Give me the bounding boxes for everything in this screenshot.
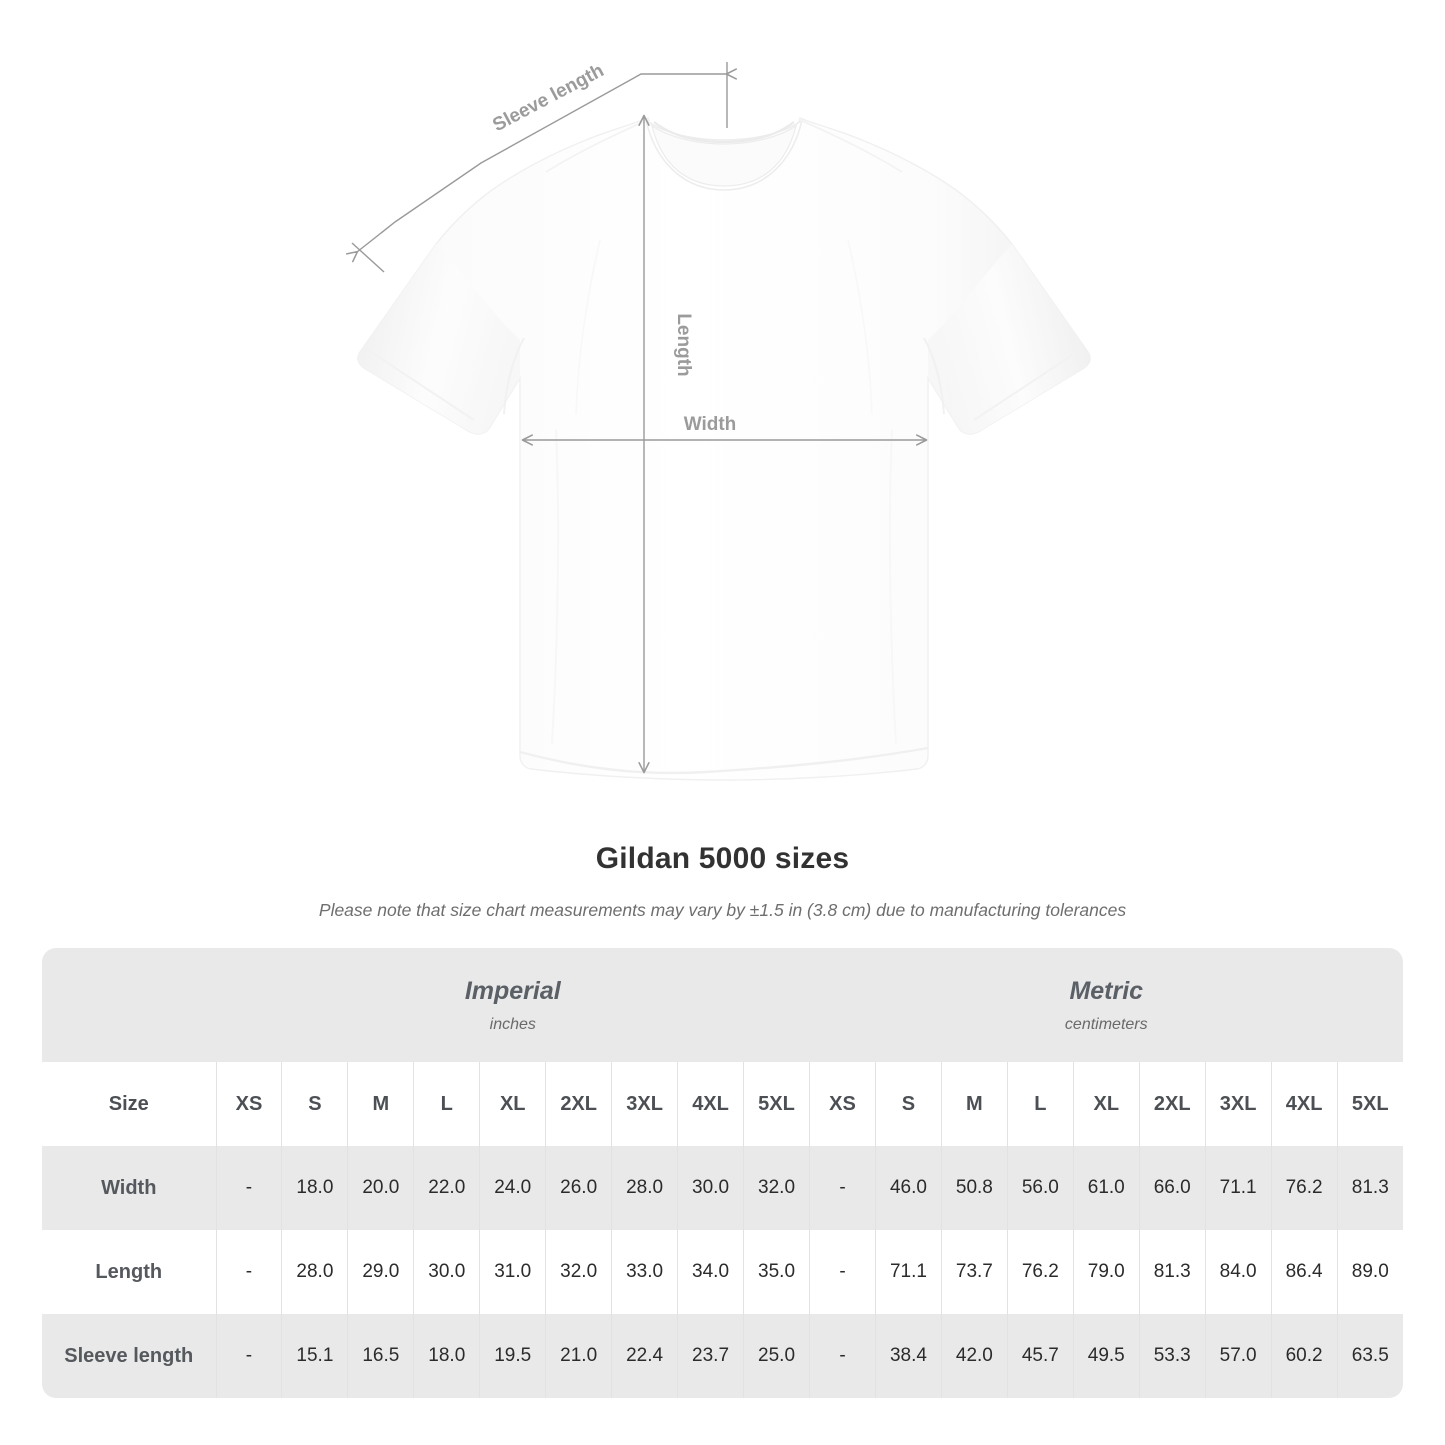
cell-length-imperial-l: 30.0: [413, 1230, 480, 1314]
cell-width-metric-xl: 61.0: [1072, 1146, 1140, 1230]
cell-length-metric-xs: -: [809, 1230, 876, 1314]
unit-subtitle: inches: [489, 1015, 536, 1033]
row-label-sleeve-length: Sleeve length: [42, 1314, 216, 1398]
table-row: Sleeve length -15.1 16.5 18.0 19.5 21.0 22.4 23…: [42, 1314, 1403, 1398]
size-header-metric-xl: XL: [1072, 1062, 1140, 1146]
cell-length-metric-4xl: 86.4: [1270, 1230, 1338, 1314]
table-row: Width -18.0 20.0 22.0 24.0 26.0 28.0 30.0 32.0-4…: [42, 1146, 1403, 1230]
length-label: Length: [673, 313, 694, 376]
page-title: Gildan 5000 sizes: [595, 842, 850, 875]
tshirt-illustration: Sleeve length Length Width: [345, 60, 1091, 781]
size-header-metric-5xl: 5XL: [1336, 1062, 1403, 1146]
cell-width-metric-3xl: 71.1: [1204, 1146, 1272, 1230]
size-header-metric-l: L: [1006, 1062, 1074, 1146]
cell-length-metric-xl: 79.0: [1072, 1230, 1140, 1314]
width-label: Width: [684, 414, 737, 435]
unit-row-spacer: [42, 948, 216, 1062]
cell-length-imperial-s: 28.0: [281, 1230, 348, 1314]
size-header-metric-4xl: 4XL: [1270, 1062, 1338, 1146]
cell-length-metric-l: 76.2: [1006, 1230, 1074, 1314]
cell-sleeve-length-imperial-l: 18.0: [413, 1314, 480, 1398]
size-header-metric-3xl: 3XL: [1204, 1062, 1272, 1146]
cell-sleeve-length-imperial-3xl: 22.4: [611, 1314, 678, 1398]
table-corner-label: Size: [42, 1062, 216, 1146]
unit-header-row: Imperial inches Metric centimeters: [42, 948, 1403, 1062]
cell-sleeve-length-imperial-s: 15.1: [281, 1314, 348, 1398]
cell-width-imperial-3xl: 28.0: [611, 1146, 678, 1230]
size-header-metric-m: M: [940, 1062, 1008, 1146]
cell-width-imperial-xl: 24.0: [479, 1146, 546, 1230]
cell-length-metric-s: 71.1: [874, 1230, 942, 1314]
row-label-length: Length: [42, 1230, 216, 1314]
unit-name: Metric: [1069, 976, 1144, 1005]
size-header-metric-s: S: [874, 1062, 942, 1146]
cell-sleeve-length-imperial-2xl: 21.0: [545, 1314, 612, 1398]
tolerance-note: Please note that size chart measurements…: [318, 900, 1127, 920]
cell-sleeve-length-imperial-xs: -: [215, 1314, 282, 1398]
tshirt-shape: [357, 116, 1091, 781]
cell-sleeve-length-imperial-5xl: 25.0: [742, 1314, 810, 1398]
cell-width-imperial-4xl: 30.0: [677, 1146, 744, 1230]
cell-length-imperial-4xl: 34.0: [677, 1230, 744, 1314]
cell-sleeve-length-metric-l: 45.7: [1006, 1314, 1074, 1398]
unit-name: Imperial: [464, 976, 561, 1005]
cell-width-imperial-s: 18.0: [281, 1146, 348, 1230]
size-header-imperial-m: M: [347, 1062, 414, 1146]
cell-sleeve-length-metric-xl: 49.5: [1072, 1314, 1140, 1398]
size-header-imperial-l: L: [413, 1062, 480, 1146]
size-header-imperial-2xl: 2XL: [545, 1062, 612, 1146]
cell-width-metric-5xl: 81.3: [1336, 1146, 1403, 1230]
cell-sleeve-length-metric-3xl: 57.0: [1204, 1314, 1272, 1398]
cell-width-imperial-m: 20.0: [347, 1146, 414, 1230]
size-chart-table: Imperial inches Metric centimeters Size XS S M L…: [42, 948, 1403, 1398]
size-header-row: Size XS S M L XL 2XL 3XL 4XL 5XL XS S M L XL 2XL 3XL 4XL 5…: [42, 1062, 1403, 1146]
size-header-imperial-3xl: 3XL: [611, 1062, 678, 1146]
cell-width-metric-4xl: 76.2: [1270, 1146, 1338, 1230]
cell-width-imperial-l: 22.0: [413, 1146, 480, 1230]
size-header-imperial-s: S: [281, 1062, 348, 1146]
cell-sleeve-length-metric-s: 38.4: [874, 1314, 942, 1398]
cell-sleeve-length-metric-5xl: 63.5: [1336, 1314, 1403, 1398]
cell-width-imperial-2xl: 26.0: [545, 1146, 612, 1230]
row-label-width: Width: [42, 1146, 216, 1230]
width-annotation: Width: [521, 414, 928, 446]
cell-length-imperial-xs: -: [215, 1230, 282, 1314]
size-header-imperial-xl: XL: [479, 1062, 546, 1146]
cell-width-metric-s: 46.0: [874, 1146, 942, 1230]
cell-width-metric-2xl: 66.0: [1138, 1146, 1206, 1230]
cell-length-imperial-5xl: 35.0: [742, 1230, 810, 1314]
tshirt-diagram-svg: Sleeve length Length Width: [345, 60, 1091, 781]
title-block: Gildan 5000 sizes Please note that size …: [0, 842, 1445, 921]
cell-length-imperial-m: 29.0: [347, 1230, 414, 1314]
size-header-metric-xs: XS: [809, 1062, 876, 1146]
cell-sleeve-length-imperial-m: 16.5: [347, 1314, 414, 1398]
cell-length-imperial-3xl: 33.0: [611, 1230, 678, 1314]
size-header-metric-2xl: 2XL: [1138, 1062, 1206, 1146]
cell-sleeve-length-imperial-4xl: 23.7: [677, 1314, 744, 1398]
size-header-imperial-5xl: 5XL: [742, 1062, 810, 1146]
cell-sleeve-length-metric-m: 42.0: [940, 1314, 1008, 1398]
cell-sleeve-length-metric-xs: -: [809, 1314, 876, 1398]
cell-width-imperial-xs: -: [215, 1146, 282, 1230]
cell-length-metric-2xl: 81.3: [1138, 1230, 1206, 1314]
cell-width-imperial-5xl: 32.0: [742, 1146, 810, 1230]
cell-length-imperial-xl: 31.0: [479, 1230, 546, 1314]
unit-header-imperial: Imperial inches: [216, 948, 810, 1062]
cell-sleeve-length-imperial-xl: 19.5: [479, 1314, 546, 1398]
cell-length-metric-m: 73.7: [940, 1230, 1008, 1314]
cell-width-metric-l: 56.0: [1006, 1146, 1074, 1230]
cell-length-imperial-2xl: 32.0: [545, 1230, 612, 1314]
cell-sleeve-length-metric-2xl: 53.3: [1138, 1314, 1206, 1398]
size-header-imperial-4xl: 4XL: [677, 1062, 744, 1146]
cell-sleeve-length-metric-4xl: 60.2: [1270, 1314, 1338, 1398]
cell-length-metric-5xl: 89.0: [1336, 1230, 1403, 1314]
cell-length-metric-3xl: 84.0: [1204, 1230, 1272, 1314]
table-row: Length -28.0 29.0 30.0 31.0 32.0 33.0 34.0 35.0-…: [42, 1230, 1403, 1314]
size-header-imperial-xs: XS: [215, 1062, 282, 1146]
cell-width-metric-m: 50.8: [940, 1146, 1008, 1230]
unit-header-metric: Metric centimeters: [809, 948, 1403, 1062]
unit-subtitle: centimeters: [1064, 1015, 1148, 1033]
cell-width-metric-xs: -: [809, 1146, 876, 1230]
size-chart-table-wrap: Imperial inches Metric centimeters Size XS S M L…: [42, 948, 1403, 1398]
